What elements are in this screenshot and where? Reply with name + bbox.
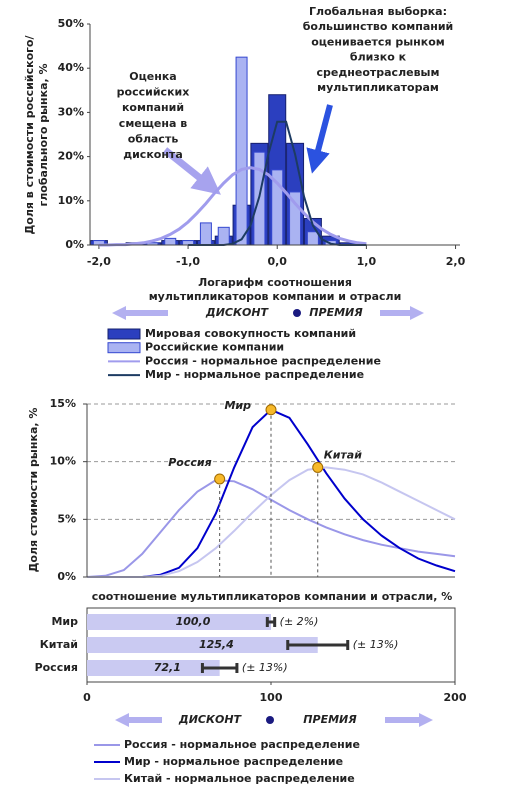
annotation: Глобальная выборка: bbox=[309, 5, 447, 18]
x-axis-label: мультипликаторов компании и отрасли bbox=[149, 290, 402, 303]
y-tick-label: 10% bbox=[50, 455, 76, 468]
y-tick-label: 20% bbox=[58, 150, 84, 163]
y-tick-label: 0% bbox=[65, 238, 84, 251]
annotation: оценивается рынком bbox=[311, 35, 445, 48]
legend-label: Мировая совокупность компаний bbox=[145, 327, 356, 340]
annotation: область bbox=[128, 132, 179, 145]
annotation: близко к bbox=[350, 51, 407, 64]
x-tick-label: -2,0 bbox=[87, 255, 111, 268]
annotation: дисконта bbox=[123, 148, 183, 161]
y-tick-label: 5% bbox=[57, 512, 76, 525]
x-tick-label: -1,0 bbox=[176, 255, 200, 268]
y-tick-label: 40% bbox=[58, 61, 84, 74]
legend-label: Российские компании bbox=[145, 341, 284, 354]
bar bbox=[87, 614, 271, 630]
direction-arrow bbox=[112, 306, 168, 320]
annotation: российских bbox=[117, 86, 190, 99]
annotation: компаний bbox=[122, 101, 184, 114]
y-tick-label: 30% bbox=[58, 105, 84, 118]
category-label: Россия bbox=[35, 661, 78, 674]
legend-swatch bbox=[107, 328, 141, 340]
direction-arrow bbox=[380, 306, 424, 320]
marker bbox=[312, 461, 324, 473]
distribution-line bbox=[86, 479, 456, 578]
y-tick-label: 10% bbox=[58, 194, 84, 207]
arrow-label: ПРЕМИЯ bbox=[303, 713, 357, 726]
legend-swatch bbox=[107, 342, 141, 354]
x-tick-label: 0 bbox=[83, 691, 91, 704]
bar bbox=[87, 637, 318, 653]
annotation: большинство компаний bbox=[303, 20, 454, 33]
error-bar bbox=[286, 640, 350, 650]
annotation: среднеотраслевым bbox=[317, 66, 440, 79]
x-tick-label: 0,0 bbox=[267, 255, 287, 268]
y-tick-label: 50% bbox=[58, 17, 84, 30]
distribution-line bbox=[98, 166, 367, 247]
marker-label: Китай bbox=[324, 448, 362, 461]
x-axis-label: соотношение мультипликаторов компании и … bbox=[92, 590, 453, 603]
error-label: (± 13%) bbox=[242, 661, 288, 674]
category-label: Мир bbox=[51, 615, 78, 628]
error-label: (± 2%) bbox=[280, 615, 319, 628]
x-tick-label: 200 bbox=[444, 691, 467, 704]
arrow-label: ПРЕМИЯ bbox=[309, 306, 363, 319]
annotation: мультипликаторам bbox=[317, 81, 439, 94]
arrow-label: ДИСКОНТ bbox=[205, 306, 270, 319]
x-tick-label: 1,0 bbox=[357, 255, 377, 268]
y-tick-label: 15% bbox=[50, 397, 76, 410]
marker-label: Россия bbox=[168, 456, 211, 469]
legend-label: Россия - нормальное распределение bbox=[145, 354, 381, 367]
bar bbox=[217, 226, 230, 246]
value-label: 125,4 bbox=[199, 638, 234, 651]
marker bbox=[214, 473, 226, 485]
y-tick-label: 0% bbox=[57, 570, 76, 583]
annotation: смещена в bbox=[119, 117, 187, 130]
value-label: 100,0 bbox=[176, 615, 211, 628]
error-bar bbox=[265, 617, 277, 627]
bar bbox=[87, 660, 220, 676]
category-label: Китай bbox=[40, 638, 78, 651]
y-axis-label: Доля стоимости рынка, % bbox=[27, 408, 40, 573]
direction-arrow bbox=[385, 713, 433, 727]
annotation: Оценка bbox=[129, 70, 176, 83]
center-dot bbox=[266, 716, 274, 724]
legend-label: Мир - нормальное распределение bbox=[145, 368, 364, 381]
annotation-arrow bbox=[306, 104, 333, 174]
y-axis-label: Доля в стоимости российского/ bbox=[23, 35, 36, 235]
bar bbox=[235, 56, 248, 246]
legend-label: Китай - нормальное распределение bbox=[124, 772, 355, 785]
legend-label: Мир - нормальное распределение bbox=[124, 755, 343, 768]
bar bbox=[164, 237, 177, 246]
y-axis-label: глобального рынка, % bbox=[37, 63, 50, 206]
bar bbox=[199, 222, 212, 246]
marker-label: Мир bbox=[224, 399, 251, 412]
arrow-label: ДИСКОНТ bbox=[178, 713, 243, 726]
x-axis-label: Логарифм соотношения bbox=[198, 276, 352, 289]
x-tick-label: 100 bbox=[260, 691, 283, 704]
marker bbox=[265, 404, 277, 416]
direction-arrow bbox=[115, 713, 162, 727]
center-dot bbox=[293, 309, 301, 317]
error-label: (± 13%) bbox=[353, 638, 399, 651]
bar bbox=[306, 231, 319, 246]
error-bar bbox=[200, 663, 239, 673]
x-tick-label: 2,0 bbox=[446, 255, 466, 268]
annotation-arrow bbox=[162, 147, 221, 195]
value-label: 72,1 bbox=[154, 661, 181, 674]
legend-label: Россия - нормальное распределение bbox=[124, 738, 360, 751]
